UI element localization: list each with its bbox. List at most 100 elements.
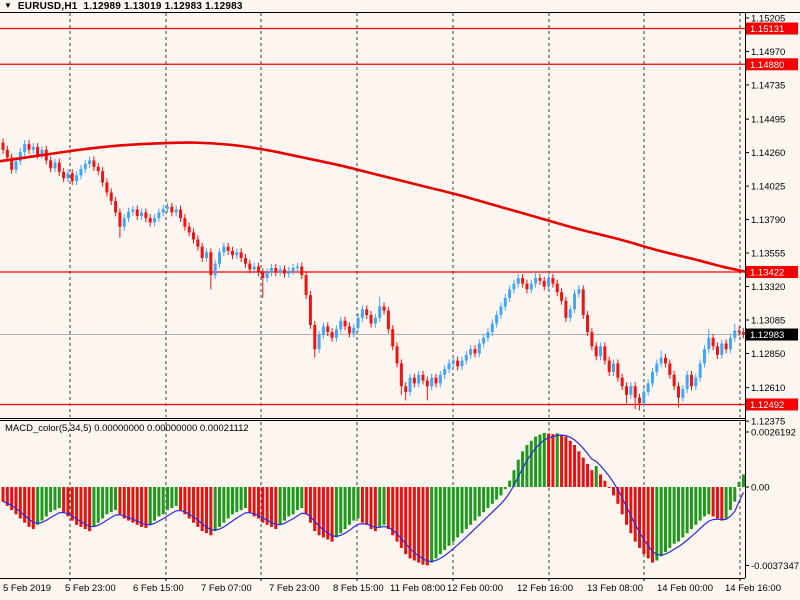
price-level-badge (746, 58, 798, 71)
macd-bar (594, 466, 598, 487)
macd-bar (170, 487, 174, 508)
macd-bar (269, 487, 273, 527)
macd-bar (516, 459, 520, 487)
macd-bar (148, 487, 152, 525)
candle (31, 146, 35, 150)
macd-bar (23, 487, 27, 523)
macd-bar (317, 487, 321, 536)
candle (343, 320, 347, 327)
candle (261, 272, 265, 278)
time-axis-label: 12 Feb 16:00 (517, 583, 573, 594)
time-axis-label: 13 Feb 08:00 (587, 583, 643, 594)
candle (391, 329, 395, 347)
candle (330, 332, 334, 338)
time-axis-label: 11 Feb 08:00 (390, 583, 445, 594)
candle (373, 317, 377, 324)
candle (157, 212, 161, 219)
macd-bar (213, 487, 217, 532)
macd-bar (174, 487, 178, 506)
macd-bar (586, 463, 590, 487)
macd-bar (715, 487, 719, 519)
macd-bar (464, 487, 468, 529)
macd-bar (629, 487, 633, 534)
candle (365, 309, 369, 316)
macd-bar (192, 487, 196, 523)
symbol-dropdown-icon[interactable]: ▼ (4, 1, 12, 10)
candle (503, 297, 507, 307)
price-axis-label: 1.13555 (751, 249, 785, 260)
macd-bar (412, 487, 416, 561)
macd-bar (490, 487, 494, 504)
macd-bar (1, 487, 5, 502)
candle (105, 182, 109, 193)
price-level-badge (746, 22, 798, 35)
candle (404, 386, 408, 392)
macd-bar (382, 487, 386, 525)
candle (568, 309, 572, 318)
candle (88, 160, 92, 165)
candle (499, 306, 503, 316)
candle (79, 168, 83, 176)
candle (18, 151, 22, 162)
macd-bar (235, 487, 239, 513)
macd-bar (447, 487, 451, 546)
candle (321, 326, 325, 335)
macd-bar (378, 487, 382, 527)
macd-bar (529, 440, 533, 487)
macd-bar (408, 487, 412, 559)
candle (295, 266, 299, 268)
macd-bar (196, 487, 200, 527)
candle (469, 349, 473, 355)
macd-bar (44, 487, 48, 517)
price-axis-label: 1.13085 (751, 315, 785, 326)
macd-axis-label: 0.0026192 (751, 427, 796, 438)
candle (581, 289, 585, 316)
candle (412, 377, 416, 384)
macd-bar (326, 487, 330, 540)
candle (516, 277, 520, 284)
macd-bar (187, 487, 191, 519)
candle (174, 209, 178, 213)
macd-bar (685, 487, 689, 534)
macd-bar (616, 487, 620, 504)
candle (711, 337, 715, 347)
macd-bar (109, 487, 113, 513)
candle (235, 252, 239, 256)
macd-bar (438, 487, 442, 555)
candle (170, 206, 174, 213)
candle (209, 252, 213, 276)
level-lines-layer (0, 27, 745, 406)
candle (226, 246, 230, 251)
candle (525, 283, 529, 290)
candle (707, 337, 711, 350)
macd-bar (612, 487, 616, 496)
candle (612, 363, 616, 372)
macd-bar (222, 487, 226, 523)
candle (555, 283, 559, 293)
macd-bar (568, 440, 572, 487)
candle (118, 212, 122, 227)
macd-bar (733, 487, 737, 502)
macd-bar (352, 487, 356, 521)
candle (339, 320, 343, 330)
svg-text:1.14880: 1.14880 (750, 60, 784, 71)
macd-bar (395, 487, 399, 542)
macd-bar (724, 487, 728, 519)
macd-bar (114, 487, 118, 511)
macd-bar (105, 487, 109, 515)
macd-bar (399, 487, 403, 548)
macd-bar (672, 487, 676, 544)
candle (399, 363, 403, 387)
macd-bar (633, 487, 637, 542)
candle (230, 250, 234, 256)
macd-bar (698, 487, 702, 521)
macd-bar (551, 434, 555, 487)
macd-bar (451, 487, 455, 542)
macd-bar (209, 487, 213, 536)
macd-bar (75, 487, 79, 525)
candle (633, 386, 637, 398)
macd-bar (655, 487, 659, 561)
candle (1, 142, 5, 150)
macd-bar (10, 487, 14, 511)
